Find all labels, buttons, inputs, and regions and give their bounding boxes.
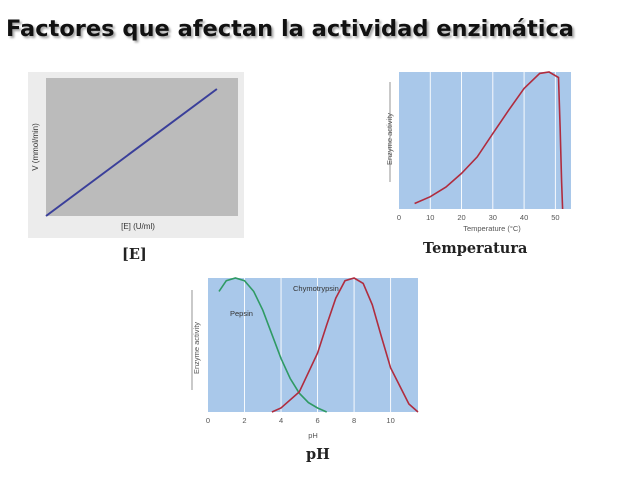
grid-lines xyxy=(244,278,392,412)
y-axis-label: Enzyme activity xyxy=(385,113,394,165)
ph-tick-0: 0 xyxy=(206,416,210,425)
plot-area xyxy=(208,278,418,412)
temperature-tick-20: 20 xyxy=(457,213,465,222)
legend-label-chymotrypsin: Chymotrypsin xyxy=(293,284,339,293)
ph-tick-6: 6 xyxy=(315,416,319,425)
ph-chart: 0 2 4 6 8 10 Pepsin Chymotrypsin pH Enzyme ac… xyxy=(186,270,426,442)
grid-lines xyxy=(429,72,556,209)
ph-tick-4: 4 xyxy=(279,416,283,425)
x-axis-label: pH xyxy=(308,431,318,440)
ph-tick-2: 2 xyxy=(242,416,246,425)
temperature-tick-50: 50 xyxy=(551,213,559,222)
temperature-tick-30: 30 xyxy=(489,213,497,222)
ph-tick-10: 10 xyxy=(386,416,394,425)
caption-ph: pH xyxy=(306,446,330,463)
ph-tick-8: 8 xyxy=(352,416,356,425)
legend-label-pepsin: Pepsin xyxy=(230,309,253,318)
page-title: Factores que afectan la actividad enzimá… xyxy=(6,16,574,42)
caption-temperature: Temperatura xyxy=(423,240,528,257)
x-tick-labels: 0 2 4 6 8 10 xyxy=(206,416,395,425)
x-tick-labels: 0 10 20 30 40 50 xyxy=(397,213,560,222)
plot-area xyxy=(399,72,571,209)
x-axis-label: Temperature (°C) xyxy=(463,224,521,233)
temperature-chart: 0 10 20 30 40 50 Temperature (°C) Enzyme acti… xyxy=(380,64,580,234)
series-line xyxy=(45,88,218,217)
caption-substrate: [E] xyxy=(122,246,147,263)
series-line xyxy=(414,71,564,210)
temperature-tick-10: 10 xyxy=(426,213,434,222)
temperature-tick-0: 0 xyxy=(397,213,401,222)
substrate-chart: [E] (U/ml) V (mmol/min) xyxy=(28,72,244,238)
x-axis-label: [E] (U/ml) xyxy=(121,222,155,231)
temperature-tick-40: 40 xyxy=(520,213,528,222)
y-axis-label: Enzyme activity xyxy=(192,322,201,374)
series-line-pepsin xyxy=(218,277,328,413)
y-axis-label: V (mmol/min) xyxy=(31,123,40,171)
series-line-chymotrypsin xyxy=(271,277,419,413)
